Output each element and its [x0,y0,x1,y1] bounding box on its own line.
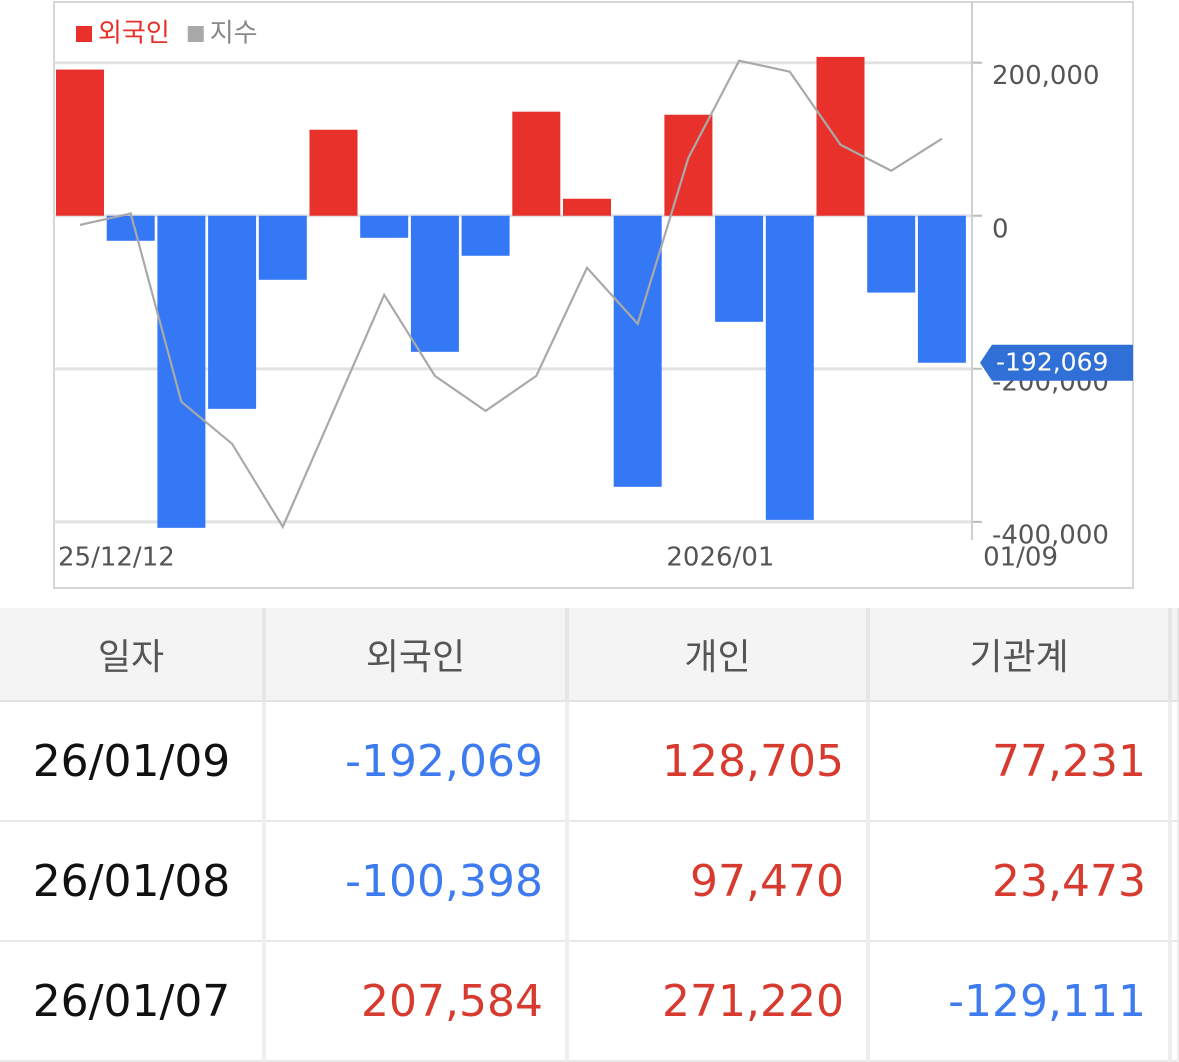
bar [258,215,307,280]
bar [56,69,104,216]
date-cell: 26/01/08 [0,821,266,942]
value-cell: 97,470 [567,821,870,942]
value-cell: 271,220 [567,941,870,1062]
value-callout: -192,069 [980,344,1133,381]
legend-swatch [187,26,204,42]
index-line [79,59,943,530]
legend-swatch [76,26,92,42]
x-tick-label: 2026/01 [666,543,774,573]
cut-cell [1170,701,1179,822]
table-row: 26/01/09 -192,069 128,705 77,231 [0,701,1179,822]
value-cell: -192,069 [264,701,569,822]
bar [816,56,865,216]
date-cell: 26/01/07 [0,941,266,1062]
value-label: -192,069 [996,348,1108,377]
table-row: 26/01/07 207,584 271,220 -129,111 [0,941,1179,1062]
x-tick-label: 01/09 [983,543,1058,573]
bar [309,129,358,216]
header-cell: 외국인 [264,608,569,702]
bar [664,114,713,216]
y-tick-label: 0 [992,214,1009,244]
y-tick-label: 200,000 [992,61,1100,91]
x-tick-label: 25/12/12 [58,543,175,573]
bar [613,215,662,487]
table-body: 26/01/09 -192,069 128,705 77,231 26/01/08 -10… [0,701,1179,1062]
bar [208,215,257,409]
bar [917,215,966,363]
value-cell: -100,398 [264,821,569,942]
header-cell: 일자 [0,608,266,702]
y-tick-label: -400,000 [992,520,1109,550]
bar [715,215,764,322]
bar [512,111,561,216]
header-cell: 기관계 [868,608,1172,702]
bar [106,215,155,241]
bar [360,215,409,238]
chart: 200,0000-200,000-400,000-192,06925/12/12… [53,1,1134,589]
value-cell: 77,231 [868,701,1172,822]
cut-cell [1170,941,1179,1062]
header-cell-cut [1170,608,1179,702]
bar [157,215,206,528]
bar [410,215,459,352]
value-cell: 23,473 [868,821,1172,942]
value-cell: 128,705 [567,701,870,822]
date-cell: 26/01/09 [0,701,266,822]
legend-label: 외국인 [98,19,170,49]
bar [563,198,611,216]
legend-label: 지수 [210,19,258,49]
bar [867,215,916,293]
callout-shape [980,344,1133,381]
table: 일자 외국인 개인 기관계 26/01/09 -192,069 128,705 77,231… [0,608,1179,1062]
table-row: 26/01/08 -100,398 97,470 23,473 [0,821,1179,942]
header-row: 일자 외국인 개인 기관계 [0,608,1179,702]
cut-cell [1170,821,1179,942]
bar [765,215,814,520]
value-cell: 207,584 [264,941,569,1062]
header-cell: 개인 [567,608,870,702]
value-cell: -129,111 [868,941,1172,1062]
bar [461,215,510,256]
